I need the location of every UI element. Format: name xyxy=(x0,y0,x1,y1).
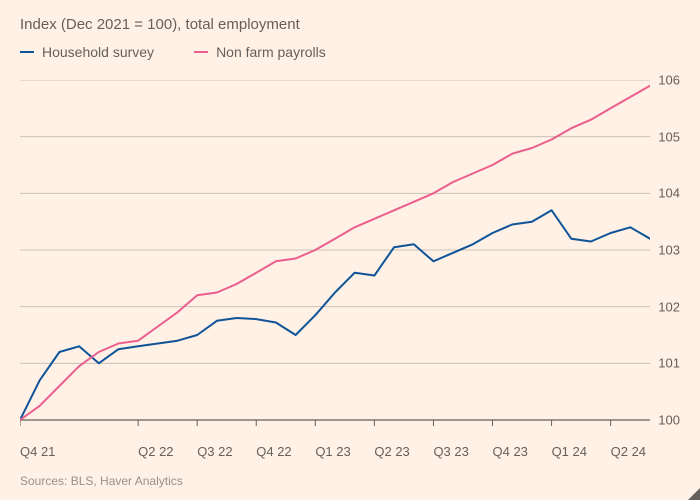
legend-label: Household survey xyxy=(42,44,154,60)
x-axis: Q4 21 Q2 22 Q3 22 Q4 22 Q1 23 Q2 23 Q3 23 Q4 23… xyxy=(20,440,650,460)
y-axis: 100101102103104105106 xyxy=(650,80,680,420)
series-household xyxy=(20,210,650,420)
x-tick-label: Q3 23 xyxy=(433,444,468,459)
legend-item: Household survey xyxy=(20,44,154,60)
legend-swatch xyxy=(20,51,34,53)
x-tick-label: Q1 24 xyxy=(552,444,587,459)
sources-text: Sources: BLS, Haver Analytics xyxy=(20,474,183,488)
x-tick-label: Q2 24 xyxy=(611,444,646,459)
y-tick-label: 104 xyxy=(658,186,680,201)
x-tick-label: Q4 23 xyxy=(493,444,528,459)
y-tick-label: 102 xyxy=(658,299,680,314)
chart-title: Index (Dec 2021 = 100), total employment xyxy=(20,16,300,33)
series-payrolls xyxy=(20,86,650,420)
legend-label: Non farm payrolls xyxy=(216,44,326,60)
x-tick-label: Q3 22 xyxy=(197,444,232,459)
y-tick-label: 106 xyxy=(658,73,680,88)
legend-item: Non farm payrolls xyxy=(194,44,326,60)
legend-swatch xyxy=(194,51,208,53)
legend: Household survey Non farm payrolls xyxy=(20,44,326,60)
x-tick-label: Q2 23 xyxy=(374,444,409,459)
y-tick-label: 101 xyxy=(658,356,680,371)
y-tick-label: 105 xyxy=(658,129,680,144)
y-tick-label: 100 xyxy=(658,413,680,428)
y-tick-label: 103 xyxy=(658,243,680,258)
corner-mark-icon xyxy=(688,488,700,500)
plot-area: 100101102103104105106 Q4 21Q2 22Q3 22Q4 … xyxy=(20,80,680,440)
x-tick-label: Q4 22 xyxy=(256,444,291,459)
lines-svg xyxy=(20,80,650,420)
x-tick-label: Q4 21 xyxy=(20,444,55,459)
x-tick-label: Q1 23 xyxy=(315,444,350,459)
x-tick-label: Q2 22 xyxy=(138,444,173,459)
